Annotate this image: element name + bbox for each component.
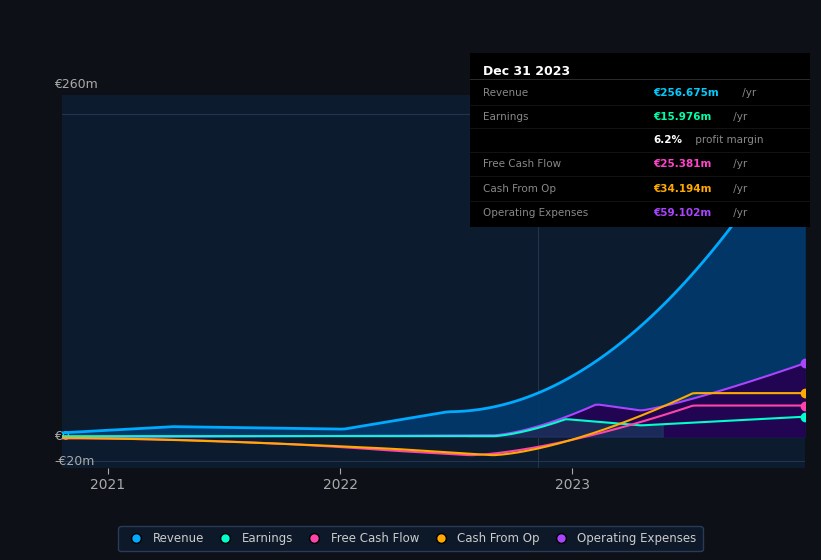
Text: €0: €0 [54,430,70,443]
Text: €59.102m: €59.102m [654,208,712,218]
Text: Free Cash Flow: Free Cash Flow [484,159,562,169]
Text: Dec 31 2023: Dec 31 2023 [484,66,571,78]
Text: €25.381m: €25.381m [654,159,712,169]
Text: /yr: /yr [740,88,757,98]
Text: 6.2%: 6.2% [654,135,682,145]
Text: profit margin: profit margin [692,135,764,145]
Text: Earnings: Earnings [484,113,529,123]
Text: €34.194m: €34.194m [654,184,712,194]
Text: Cash From Op: Cash From Op [484,184,557,194]
Text: €15.976m: €15.976m [654,113,712,123]
Text: Revenue: Revenue [484,88,529,98]
Text: €256.675m: €256.675m [654,88,719,98]
Text: /yr: /yr [730,159,747,169]
Text: Operating Expenses: Operating Expenses [484,208,589,218]
Text: -€20m: -€20m [54,455,94,468]
Legend: Revenue, Earnings, Free Cash Flow, Cash From Op, Operating Expenses: Revenue, Earnings, Free Cash Flow, Cash … [118,526,703,551]
Text: /yr: /yr [730,113,747,123]
Text: /yr: /yr [730,208,747,218]
Text: €260m: €260m [54,78,98,91]
Text: /yr: /yr [730,184,747,194]
